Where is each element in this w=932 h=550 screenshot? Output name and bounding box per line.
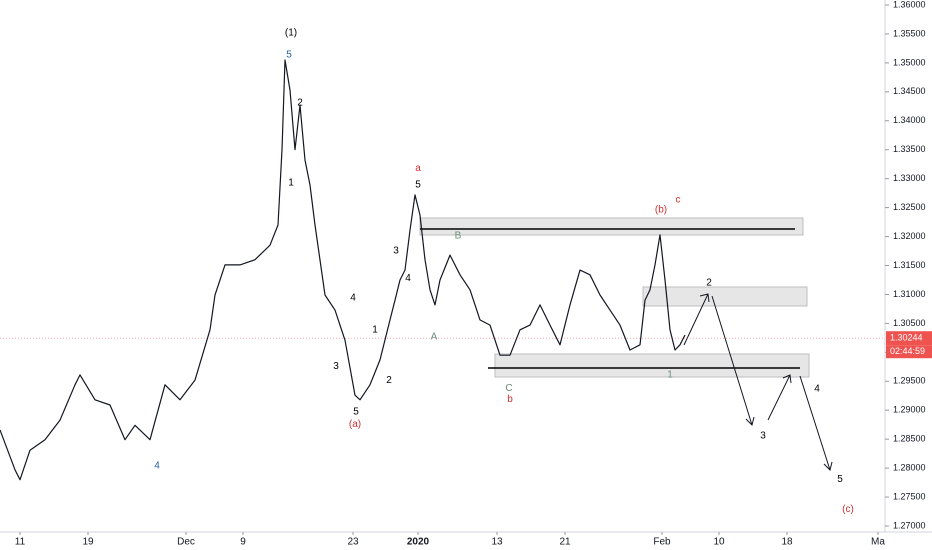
zone-box (642, 286, 808, 307)
y-tick-label: 1.27000 (893, 520, 926, 530)
annotation: 4 (154, 460, 160, 471)
x-tick-label: 18 (781, 537, 793, 548)
y-tick-label: 1.29500 (893, 376, 926, 386)
countdown-label: 02:44:59 (890, 346, 925, 356)
y-tick-label: 1.31500 (893, 260, 926, 270)
annotation: 2 (297, 97, 303, 108)
annotation: b (507, 394, 513, 405)
annotation: 5 (286, 49, 292, 60)
annotation: (1) (285, 27, 297, 38)
y-tick-label: 1.27500 (893, 491, 926, 501)
x-tick-label: 23 (347, 537, 359, 548)
annotation: C (505, 383, 512, 394)
countdown-tag (886, 345, 932, 359)
x-tick-label: Feb (653, 537, 671, 548)
annotation: 2 (706, 278, 712, 289)
y-tick-label: 1.35000 (893, 57, 926, 67)
arrow (767, 374, 792, 421)
y-tick-label: 1.33500 (893, 144, 926, 154)
y-tick-label: 1.28500 (893, 434, 926, 444)
annotation: (b) (655, 205, 667, 216)
x-tick-label: 11 (15, 537, 26, 548)
annotation: 1 (288, 177, 294, 188)
price-line (0, 59, 686, 481)
y-tick-label: 1.34500 (893, 86, 926, 96)
price-tag (886, 331, 932, 346)
y-tick-label: 1.31000 (893, 289, 926, 299)
annotation: (c) (842, 504, 854, 515)
y-tick-label: 1.29000 (893, 405, 926, 415)
annotation: 3 (333, 361, 339, 372)
annotation: 5 (837, 474, 843, 485)
annotation: 5 (415, 180, 421, 191)
x-tick-label: Ma (871, 537, 885, 548)
annotation: (a) (349, 419, 361, 430)
annotation: 4 (814, 383, 820, 394)
zone-box (419, 217, 804, 236)
x-tick-label: 2020 (407, 537, 430, 548)
arrow (711, 295, 755, 426)
y-tick-label: 1.32000 (893, 231, 926, 241)
y-tick-label: 1.36000 (893, 0, 926, 9)
zones (419, 217, 810, 378)
annotation: 4 (350, 293, 356, 304)
annotation: c (676, 195, 681, 206)
y-tick-label: 1.32500 (893, 202, 926, 212)
y-tick-label: 1.33000 (893, 173, 926, 183)
annotation: 1 (372, 324, 378, 335)
annotation: 2 (386, 375, 392, 386)
x-tick-label: 21 (559, 537, 571, 548)
y-tick-label: 1.35500 (893, 28, 926, 38)
price-tag-label: 1.30244 (890, 333, 923, 343)
annotation: 3 (760, 430, 766, 441)
annotation: A (431, 331, 438, 342)
x-tick-label: 13 (491, 537, 503, 548)
annotation: 4 (405, 273, 411, 284)
x-tick-label: 9 (240, 537, 246, 548)
y-tick-label: 1.34000 (893, 115, 926, 125)
annotation: 3 (393, 246, 399, 257)
arrow (799, 375, 833, 471)
x-tick-label: 10 (713, 537, 725, 548)
annotation: 5 (353, 407, 359, 418)
y-tick-label: 1.30500 (893, 318, 926, 328)
x-tick-label: Dec (177, 537, 195, 548)
arrow (683, 293, 710, 346)
y-tick-label: 1.28000 (893, 462, 926, 472)
annotation: 1 (667, 370, 673, 381)
zone-box (494, 353, 810, 378)
x-tick-label: 19 (82, 537, 94, 548)
annotation: a (415, 163, 421, 174)
projection-arrows (683, 293, 833, 471)
annotation: B (455, 231, 462, 242)
